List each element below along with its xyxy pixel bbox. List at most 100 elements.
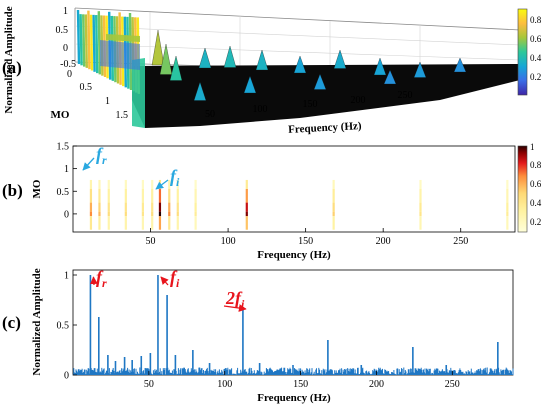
panel-a-label: (a) (2, 58, 22, 77)
heatmap-cell (506, 202, 509, 212)
panel-c-annotation-text: fi (170, 267, 180, 290)
panel-c-freq-label: Frequency (Hz) (257, 392, 331, 404)
heatmap-cell (176, 216, 179, 230)
heatmap-cell (89, 179, 93, 189)
heatmap-cell (124, 189, 127, 203)
panel-b-annotations: fr fi (82, 144, 180, 190)
heatmap-cell (98, 189, 101, 203)
panel-a-mo-label: MO (51, 109, 70, 121)
panel-a-mo-tick: 1 (105, 96, 110, 107)
heatmap-cell (107, 202, 110, 212)
heatmap-line (124, 179, 127, 230)
heatmap-cell (506, 211, 509, 217)
panel-a-freq-label: Frequency (Hz) (288, 120, 362, 136)
surface-peak (169, 55, 183, 81)
panel-b-y-tick-label: 1.5 (57, 142, 70, 153)
surface-peak (243, 75, 257, 94)
surface-curtain-strip (84, 14, 88, 68)
panel-b-x-tick-label: 200 (376, 236, 391, 247)
heatmap-cell (107, 179, 110, 189)
heatmap-cell (158, 202, 162, 212)
heatmap-cell (168, 211, 171, 217)
heatmap-cell (158, 211, 162, 217)
panel-c-annotation-text: fr (96, 267, 107, 290)
heatmap-cell (151, 211, 154, 217)
panel-c-x-tick-label: 100 (217, 379, 232, 390)
heatmap-cell (176, 179, 179, 189)
surface-curtain-strip (97, 11, 101, 75)
surface-curtain-strip (95, 15, 99, 74)
panel-a-surface-floor (132, 64, 520, 128)
heatmap-cell (245, 179, 248, 189)
heatmap-cell (151, 189, 154, 203)
panel-a-freq-tick: 150 (303, 99, 318, 110)
panel-c-x-ticks: 50 100 150 200 250 (144, 371, 460, 390)
heatmap-cell (419, 179, 422, 189)
heatmap-cell (89, 216, 93, 230)
panel-c-annotation-arrow (90, 276, 98, 286)
heatmap-cell (419, 211, 422, 217)
heatmap-cell (98, 211, 101, 217)
panel-a-z-ticks: 1 0.5 0 -0.5 (56, 6, 77, 70)
heatmap-cell (245, 189, 248, 203)
surface-peak (373, 57, 387, 76)
panel-b-freq-label: Frequency (Hz) (257, 249, 331, 261)
panel-c-annotations: fr fi 2fi (90, 267, 247, 312)
heatmap-line (89, 179, 93, 230)
panel-c-amplitude-label: Normalized Amplitude (31, 268, 43, 375)
heatmap-cell (176, 189, 179, 203)
panel-a-mo-ticks: 0 0.5 1 1.5 (67, 69, 128, 121)
panel-b-heatmap-lines (89, 179, 509, 230)
heatmap-cell (124, 202, 127, 212)
panel-b-cb-tick: 1 (530, 142, 535, 152)
panel-b-x-tick-label: 100 (221, 236, 236, 247)
panel-c-axes-box (72, 269, 514, 376)
panel-a-cb-tick: 0.2 (530, 72, 541, 82)
heatmap-line (168, 179, 171, 230)
panel-c-x-tick-label: 50 (144, 379, 154, 390)
surface-peak (151, 29, 165, 66)
heatmap-cell (124, 211, 127, 217)
panel-b-cb-tick: 0.4 (530, 198, 542, 208)
heatmap-cell (194, 216, 197, 230)
panel-b-y-tick-label: 0.5 (57, 187, 70, 198)
panel-a-surface-curtain (76, 9, 145, 128)
panel-c-y-tick-label: 0.5 (57, 321, 70, 332)
surface-peak (383, 69, 397, 85)
panel-b-y-ticks: 0 0.5 1 1.5 (57, 142, 77, 220)
surface-curtain-shade (100, 40, 140, 70)
heatmap-cell (419, 189, 422, 203)
surface-peak (413, 61, 427, 78)
surface-curtain-strip (79, 14, 83, 66)
panel-a-freq-tick: 250 (398, 90, 413, 101)
panel-b-colorbar (517, 145, 528, 233)
heatmap-cell (419, 216, 422, 230)
panel-c-x-tick-label: 150 (293, 379, 308, 390)
panel-b-x-tick-label: 250 (453, 236, 468, 247)
panel-c-x-tick-label: 200 (369, 379, 384, 390)
panel-b-x-ticks: 50 100 150 200 250 (146, 228, 468, 247)
panel-c-spectrum: 00.51 50 100 150 200 250 Frequency (Hz) Norm… (2, 267, 514, 404)
panel-a-surface-plot: 1 0.5 0 -0.5 0 0.5 1 1.5 MO 50 100 150 2… (2, 6, 542, 136)
panel-b-annotation-text: fi (170, 166, 180, 189)
heatmap-cell (168, 189, 171, 203)
panel-b-label: (b) (2, 181, 23, 200)
surface-curtain-strip (92, 14, 96, 72)
panel-b-heatmap: 0 0.5 1 1.5 50 100 150 200 250 Frequency (Hz) M… (2, 142, 542, 262)
panel-a-colorbar (517, 8, 528, 96)
panel-a-mo-tick: 1.5 (116, 110, 129, 121)
panel-a-amplitude-label: Normalized Amplitude (3, 6, 15, 113)
surface-curtain-edge (132, 58, 145, 128)
panel-a-freq-tick: 50 (205, 109, 215, 120)
panel-b-x-tick-label: 50 (146, 236, 156, 247)
heatmap-cell (332, 211, 335, 217)
panel-a-mo-tick: 0.5 (80, 82, 93, 93)
panel-a-cb-tick: 0.6 (530, 34, 542, 44)
panel-a-colorbar-ticks: 0.8 0.6 0.4 0.2 (530, 15, 542, 82)
heatmap-line (419, 179, 422, 230)
surface-curtain-top (106, 34, 140, 42)
panel-c-label: (c) (2, 313, 21, 332)
panel-b-annotation-text: fr (96, 144, 107, 167)
heatmap-cell (98, 179, 101, 189)
